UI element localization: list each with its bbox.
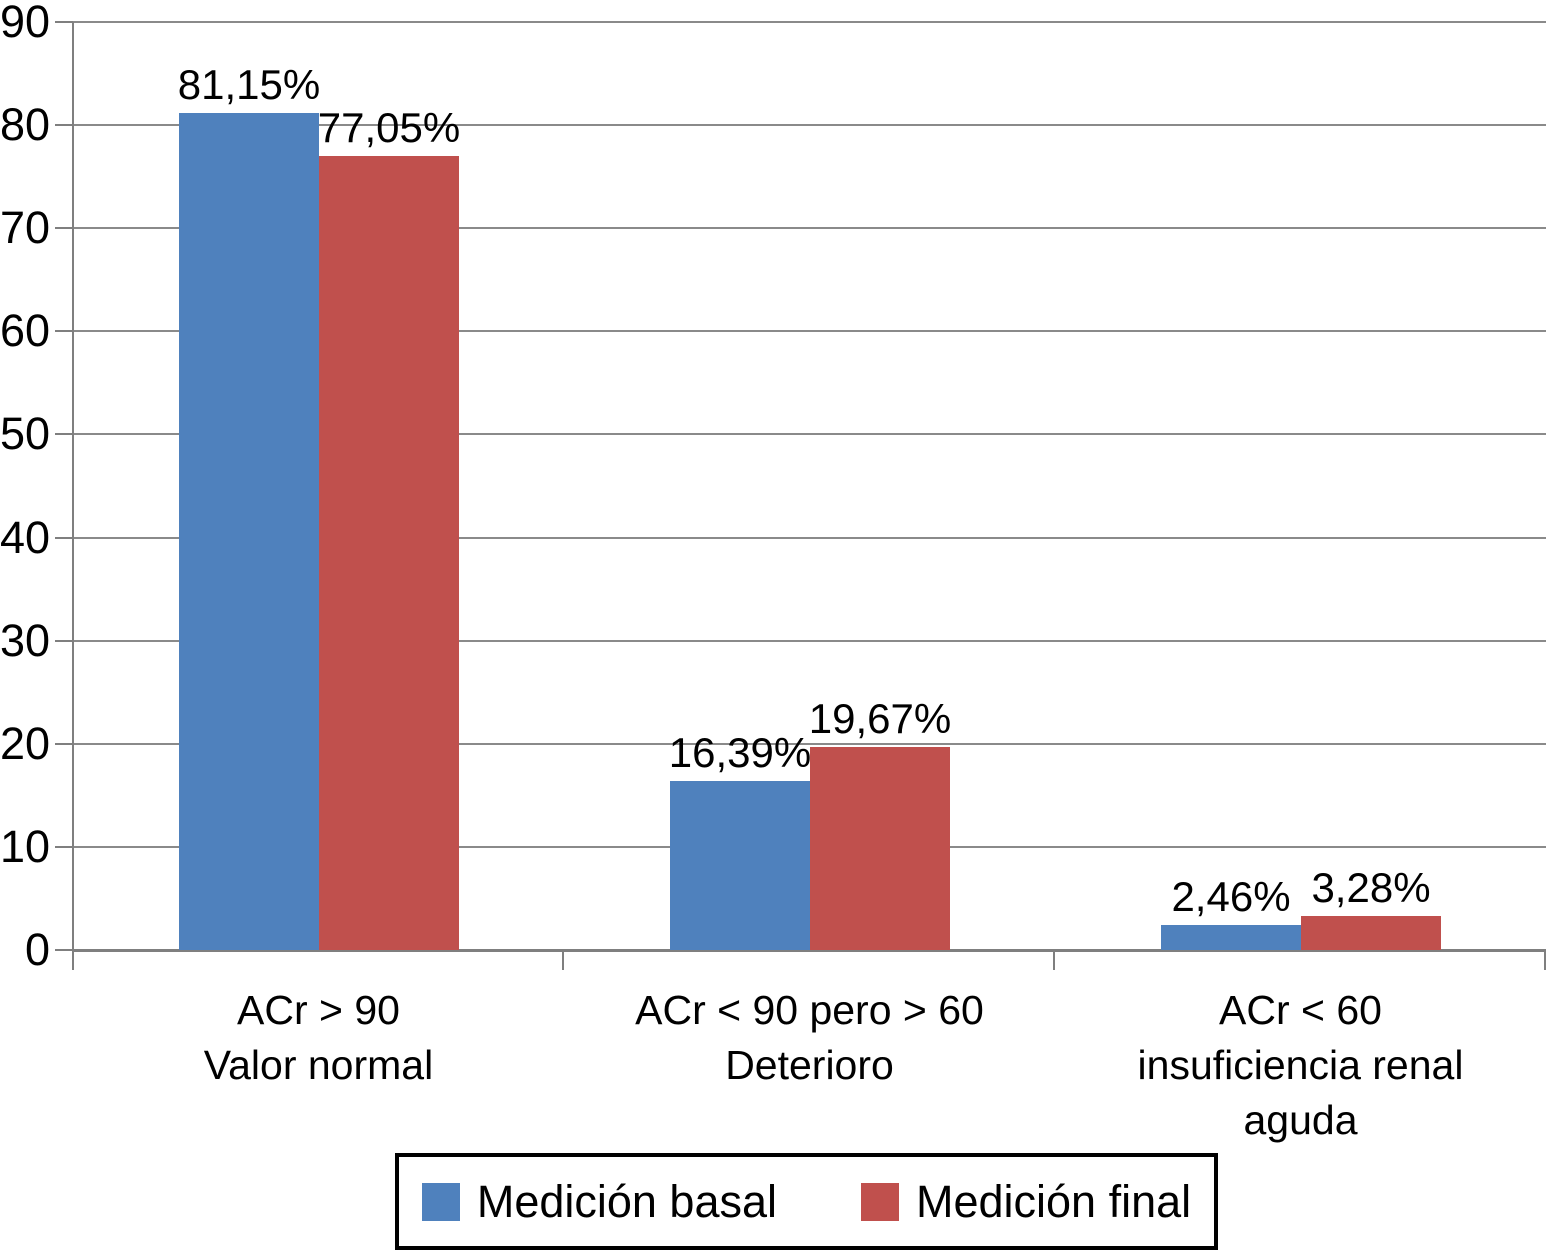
y-tick-label: 40 — [0, 512, 51, 563]
y-tick-label: 70 — [0, 202, 51, 253]
y-gridline — [73, 743, 1546, 745]
legend-swatch-icon — [861, 1182, 899, 1221]
y-gridline — [73, 227, 1546, 229]
bar-value-label: 2,46% — [1171, 873, 1291, 920]
y-gridline — [73, 640, 1546, 642]
legend-item-1: Medición final — [861, 1175, 1192, 1227]
y-tick — [55, 330, 73, 332]
y-tick — [55, 124, 73, 126]
category-label-line: Valor normal — [203, 1042, 434, 1088]
legend-label: Medición final — [916, 1175, 1192, 1227]
y-tick — [55, 640, 73, 642]
y-tick-label: 0 — [24, 924, 50, 975]
bar-value-label: 81,15% — [177, 61, 321, 108]
category-label: ACr < 90 pero > 60 Deterioro — [564, 983, 1055, 1093]
y-tick — [55, 21, 73, 23]
y-tick-label: 80 — [0, 99, 51, 150]
legend-label: Medición basal — [476, 1175, 777, 1227]
x-axis-tick — [1053, 950, 1055, 970]
category-label: ACr < 60 insuficiencia renal aguda — [1055, 983, 1546, 1148]
y-gridline — [73, 537, 1546, 539]
y-tick — [55, 227, 73, 229]
y-axis-line — [72, 22, 74, 970]
y-gridline — [73, 330, 1546, 332]
category-label-line: insuficiencia renal — [1137, 1042, 1464, 1088]
y-gridline — [73, 124, 1546, 126]
category-label: ACr > 90 Valor normal — [73, 983, 564, 1093]
bar-series-0-category-1 — [670, 781, 810, 950]
bar-series-1-category-1 — [810, 747, 950, 950]
bar-series-1-category-0 — [319, 156, 459, 950]
y-tick — [55, 846, 73, 848]
bar-series-0-category-2 — [1161, 925, 1301, 950]
category-label-line: Deterioro — [725, 1042, 894, 1088]
legend-swatch-icon — [421, 1182, 460, 1221]
x-axis-tick — [1544, 950, 1546, 970]
y-tick-label: 90 — [0, 0, 51, 47]
y-tick-label: 30 — [0, 615, 51, 666]
x-axis-line — [73, 949, 1546, 952]
y-tick-label: 60 — [0, 305, 51, 356]
y-gridline — [73, 433, 1546, 435]
legend-item-0: Medición basal — [421, 1175, 777, 1227]
y-tick — [55, 537, 73, 539]
legend-box: Medición basal Medición final — [395, 1153, 1218, 1250]
bar-value-label: 19,67% — [808, 695, 952, 742]
y-tick — [55, 433, 73, 435]
y-tick-label: 20 — [0, 718, 51, 769]
category-label-line: aguda — [1243, 1097, 1358, 1143]
x-axis-tick — [562, 950, 564, 970]
bar-value-label: 77,05% — [317, 104, 461, 151]
bar-value-label: 16,39% — [668, 729, 812, 776]
y-tick-label: 10 — [0, 821, 51, 872]
bar-series-1-category-2 — [1301, 916, 1441, 950]
category-label-line: ACr < 60 — [1219, 987, 1382, 1033]
category-label-line: ACr < 90 pero > 60 — [635, 987, 984, 1033]
y-gridline — [73, 21, 1546, 23]
bar-value-label: 3,28% — [1311, 864, 1431, 911]
y-tick — [55, 949, 73, 951]
y-tick — [55, 743, 73, 745]
y-tick-label: 50 — [0, 408, 51, 459]
bar-series-0-category-0 — [179, 113, 319, 950]
category-label-line: ACr > 90 — [237, 987, 400, 1033]
